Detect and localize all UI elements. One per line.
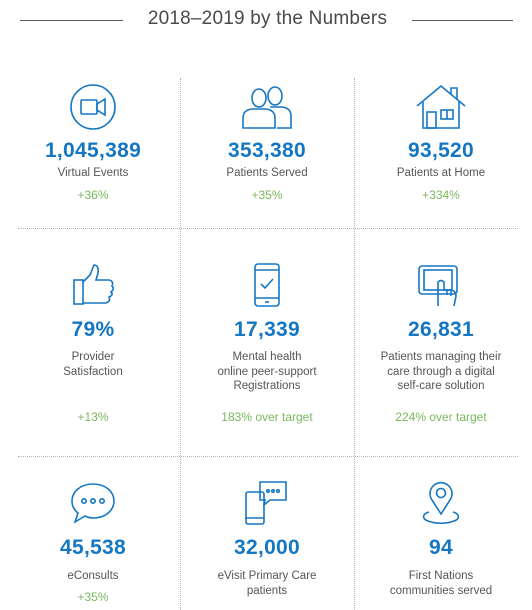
page-title: 2018–2019 by the Numbers [147, 8, 388, 29]
stat-label: Provider Satisfaction [63, 351, 123, 378]
stat-label: eConsults [67, 570, 119, 582]
column-divider [180, 78, 181, 610]
stat-label: Patients Served [226, 167, 308, 179]
smartphone-check-icon [180, 262, 354, 312]
people-icon [180, 82, 354, 132]
stat-delta: +35% [251, 188, 283, 202]
page-header: 2018–2019 by the Numbers [0, 0, 532, 42]
header-rule-left [20, 20, 123, 21]
stat-digital-self-care: 26,831 Patients managing their care thro… [354, 262, 528, 452]
stat-number: 45,538 [59, 536, 127, 559]
stat-label: eVisit Primary Care patients [217, 570, 317, 597]
stat-number: 93,520 [407, 139, 475, 162]
phone-chat-icon [180, 480, 354, 530]
row-divider [18, 228, 518, 229]
map-pin-icon [354, 480, 528, 530]
stat-number: 79% [71, 318, 115, 341]
stat-number: 353,380 [227, 139, 306, 162]
stat-delta: +334% [422, 188, 460, 202]
chat-bubble-icon [6, 480, 180, 530]
stat-number: 17,339 [233, 318, 301, 341]
tablet-touch-icon [354, 262, 528, 312]
stat-delta: 183% over target [221, 410, 313, 424]
stat-patients-at-home: 93,520 Patients at Home +334% [354, 82, 528, 222]
stat-number: 1,045,389 [44, 139, 142, 162]
thumbs-up-icon [6, 262, 180, 312]
stat-label: Virtual Events [57, 167, 129, 179]
stat-number: 26,831 [407, 318, 475, 341]
stat-first-nations: 94 First Nations communities served [354, 480, 528, 610]
stat-virtual-events: 1,045,389 Virtual Events +36% [6, 82, 180, 222]
stat-delta: +35% [77, 590, 109, 604]
stat-delta: +13% [77, 410, 109, 424]
stat-number: 94 [429, 536, 453, 559]
stat-mental-health: 17,339 Mental health online peer-support… [180, 262, 354, 452]
stat-delta: +36% [77, 188, 109, 202]
stat-patients-served: 353,380 Patients Served +35% [180, 82, 354, 222]
stat-delta: 224% over target [395, 410, 487, 424]
stat-label: Patients managing their care through a d… [380, 351, 502, 392]
stat-label: Patients at Home [396, 167, 486, 179]
stat-number: 32,000 [233, 536, 301, 559]
stat-label: Mental health online peer-support Regist… [217, 351, 317, 392]
house-icon [354, 82, 528, 132]
stat-provider-satisfaction: 79% Provider Satisfaction +13% [6, 262, 180, 452]
column-divider [354, 78, 355, 610]
video-camera-icon [6, 82, 180, 132]
stat-econsults: 45,538 eConsults +35% [6, 480, 180, 610]
stat-evisit: 32,000 eVisit Primary Care patients [180, 480, 354, 610]
header-rule-right [412, 20, 513, 21]
row-divider [18, 456, 518, 457]
stat-label: First Nations communities served [389, 570, 493, 597]
